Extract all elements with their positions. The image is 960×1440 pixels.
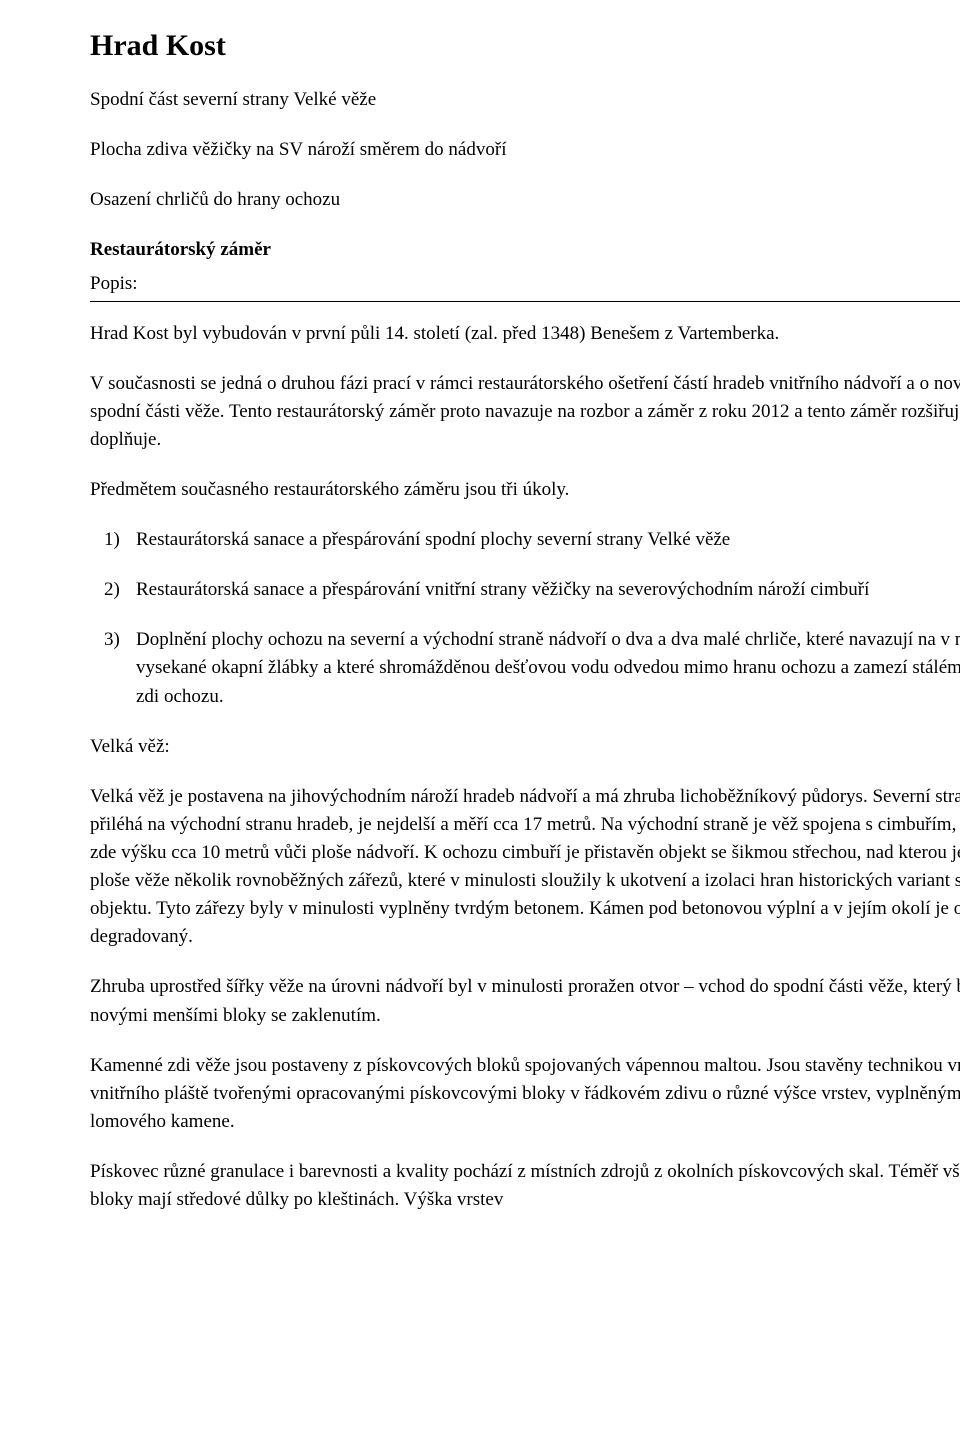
list-item-text: Restaurátorská sanace a přespárování vni… bbox=[136, 579, 869, 600]
paragraph-5: Zhruba uprostřed šířky věže na úrovni ná… bbox=[90, 973, 960, 1029]
list-item: 2) Restaurátorská sanace a přespárování … bbox=[90, 576, 960, 604]
list-item-number: 2) bbox=[104, 576, 120, 604]
section-velka-vez: Velká věž: bbox=[90, 733, 960, 761]
list-item-text: Restaurátorská sanace a přespárování spo… bbox=[136, 529, 730, 550]
paragraph-4: Velká věž je postavena na jihovýchodním … bbox=[90, 783, 960, 952]
paragraph-2: V současnosti se jedná o druhou fázi pra… bbox=[90, 370, 960, 454]
list-item-number: 3) bbox=[104, 626, 120, 654]
subtitle-line-2: Plocha zdiva věžičky na SV nároží směrem… bbox=[90, 136, 960, 164]
paragraph-1: Hrad Kost byl vybudován v první půli 14.… bbox=[90, 320, 960, 348]
list-item: 1) Restaurátorská sanace a přespárování … bbox=[90, 526, 960, 554]
paragraph-6: Kamenné zdi věže jsou postaveny z pískov… bbox=[90, 1052, 960, 1136]
task-list: 1) Restaurátorská sanace a přespárování … bbox=[90, 526, 960, 711]
paragraph-7: Pískovec různé granulace i barevnosti a … bbox=[90, 1158, 960, 1214]
horizontal-rule bbox=[90, 301, 960, 302]
subtitle-line-1: Spodní část severní strany Velké věže bbox=[90, 86, 960, 114]
list-item-text: Doplnění plochy ochozu na severní a vých… bbox=[136, 629, 960, 706]
document-title: Hrad Kost bbox=[90, 28, 960, 64]
heading-restauratorsky-zamer: Restaurátorský záměr bbox=[90, 236, 960, 264]
list-item-number: 1) bbox=[104, 526, 120, 554]
subtitle-line-3: Osazení chrličů do hrany ochozu bbox=[90, 186, 960, 214]
popis-label: Popis: bbox=[90, 270, 960, 298]
list-item: 3) Doplnění plochy ochozu na severní a v… bbox=[90, 626, 960, 710]
paragraph-3: Předmětem současného restaurátorského zá… bbox=[90, 476, 960, 504]
